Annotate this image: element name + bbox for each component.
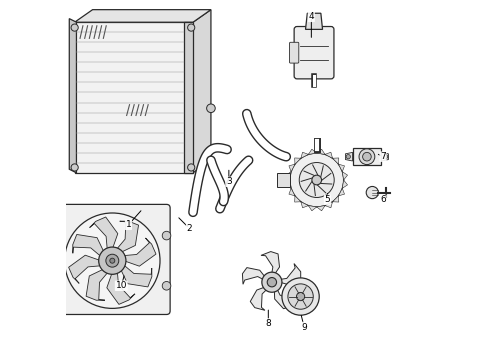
- Text: 5: 5: [324, 195, 330, 204]
- FancyBboxPatch shape: [290, 42, 299, 63]
- Polygon shape: [333, 158, 339, 164]
- Polygon shape: [308, 149, 317, 154]
- Circle shape: [207, 104, 215, 113]
- Polygon shape: [294, 158, 301, 164]
- Circle shape: [54, 231, 62, 240]
- Text: 2: 2: [187, 224, 192, 233]
- Polygon shape: [243, 267, 266, 284]
- Circle shape: [282, 278, 319, 315]
- Circle shape: [359, 149, 375, 165]
- Polygon shape: [343, 172, 347, 180]
- Circle shape: [188, 24, 195, 31]
- Circle shape: [383, 154, 388, 159]
- Circle shape: [110, 258, 115, 263]
- Polygon shape: [289, 164, 295, 172]
- FancyBboxPatch shape: [54, 204, 170, 315]
- Polygon shape: [274, 288, 296, 309]
- Polygon shape: [74, 22, 193, 173]
- Polygon shape: [353, 148, 381, 165]
- Polygon shape: [345, 152, 353, 161]
- Polygon shape: [333, 196, 339, 202]
- Circle shape: [71, 164, 78, 171]
- FancyBboxPatch shape: [294, 27, 334, 79]
- Polygon shape: [317, 206, 325, 211]
- Circle shape: [312, 175, 321, 185]
- Circle shape: [296, 292, 305, 301]
- Circle shape: [106, 254, 119, 267]
- Circle shape: [288, 284, 313, 309]
- Circle shape: [54, 282, 62, 290]
- Polygon shape: [69, 19, 76, 173]
- Polygon shape: [381, 152, 389, 161]
- Circle shape: [71, 24, 78, 31]
- Circle shape: [299, 162, 334, 198]
- Polygon shape: [294, 196, 301, 202]
- Polygon shape: [184, 22, 193, 173]
- Polygon shape: [301, 152, 308, 158]
- Polygon shape: [286, 180, 291, 188]
- Polygon shape: [73, 234, 104, 257]
- Polygon shape: [69, 255, 102, 283]
- Circle shape: [267, 278, 276, 287]
- Circle shape: [366, 186, 378, 199]
- Polygon shape: [289, 188, 295, 196]
- Polygon shape: [277, 173, 290, 187]
- Circle shape: [346, 154, 350, 159]
- Polygon shape: [306, 13, 322, 30]
- Circle shape: [98, 247, 126, 274]
- Polygon shape: [308, 206, 317, 211]
- Circle shape: [262, 272, 282, 292]
- Text: 6: 6: [380, 195, 386, 204]
- Circle shape: [290, 153, 343, 207]
- Text: 7: 7: [380, 152, 386, 161]
- Circle shape: [162, 282, 171, 290]
- Polygon shape: [121, 265, 152, 287]
- Polygon shape: [261, 252, 279, 275]
- Circle shape: [65, 213, 160, 309]
- Polygon shape: [339, 164, 344, 172]
- Polygon shape: [193, 10, 211, 173]
- Text: 1: 1: [125, 220, 131, 229]
- Polygon shape: [86, 269, 109, 300]
- Circle shape: [363, 152, 371, 161]
- FancyBboxPatch shape: [37, 248, 62, 273]
- Polygon shape: [339, 188, 344, 196]
- Polygon shape: [122, 238, 156, 266]
- Text: 4: 4: [309, 12, 314, 21]
- Circle shape: [188, 164, 195, 171]
- Text: 9: 9: [301, 323, 307, 332]
- Polygon shape: [250, 287, 268, 310]
- Polygon shape: [279, 264, 301, 285]
- Polygon shape: [74, 10, 211, 22]
- Polygon shape: [325, 152, 333, 158]
- Polygon shape: [116, 221, 139, 253]
- Polygon shape: [343, 180, 347, 188]
- Circle shape: [162, 231, 171, 240]
- Text: 10: 10: [116, 281, 127, 290]
- Text: 8: 8: [266, 319, 271, 328]
- Polygon shape: [107, 271, 135, 304]
- Polygon shape: [325, 202, 333, 208]
- Polygon shape: [90, 217, 118, 250]
- Polygon shape: [317, 149, 325, 154]
- Text: 3: 3: [226, 177, 232, 186]
- Polygon shape: [301, 202, 308, 208]
- Polygon shape: [286, 172, 291, 180]
